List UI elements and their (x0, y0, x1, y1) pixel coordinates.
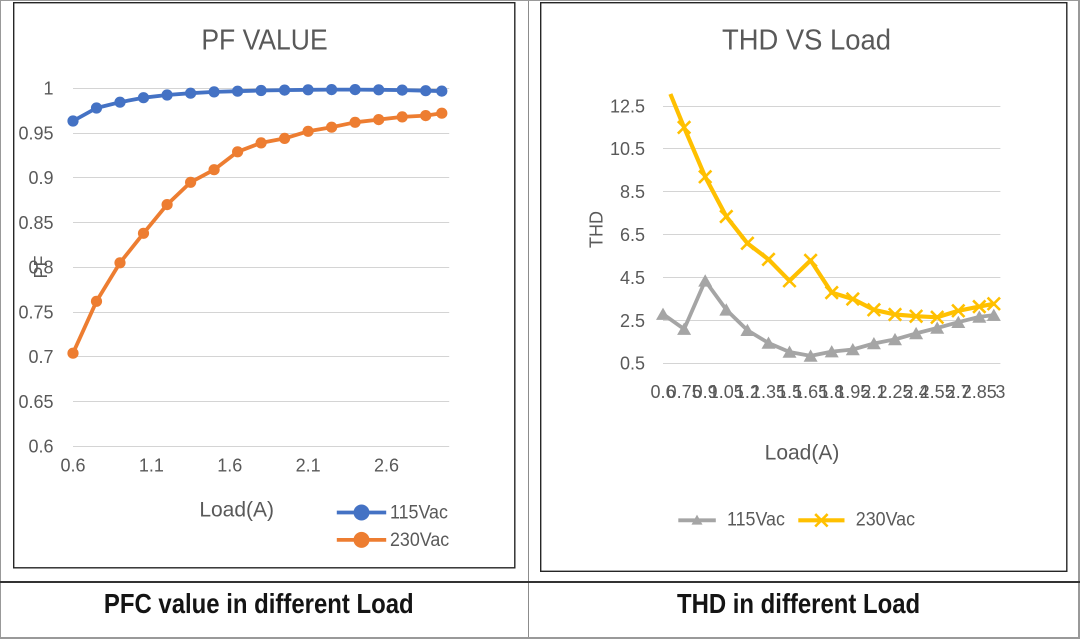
svg-text:0.75: 0.75 (667, 382, 702, 402)
svg-text:1.95: 1.95 (835, 382, 870, 402)
svg-text:12.5: 12.5 (610, 96, 645, 116)
svg-text:1.5: 1.5 (777, 382, 802, 402)
svg-text:0.65: 0.65 (18, 392, 53, 412)
svg-text:Load(A): Load(A) (765, 442, 840, 465)
svg-text:2.5: 2.5 (620, 311, 645, 331)
svg-text:2.85: 2.85 (962, 382, 997, 402)
svg-text:115Vac: 115Vac (727, 508, 785, 530)
svg-text:4.5: 4.5 (620, 268, 645, 288)
svg-text:0.8: 0.8 (28, 258, 53, 278)
svg-text:1.2: 1.2 (735, 382, 760, 402)
svg-text:2.25: 2.25 (877, 382, 912, 402)
svg-text:1.05: 1.05 (709, 382, 744, 402)
svg-text:2.4: 2.4 (904, 382, 929, 402)
svg-text:2.6: 2.6 (374, 456, 399, 476)
svg-text:1.65: 1.65 (793, 382, 828, 402)
svg-text:115Vac: 115Vac (390, 501, 448, 523)
svg-text:2.1: 2.1 (296, 456, 321, 476)
svg-text:THD: THD (587, 211, 607, 248)
svg-text:PF VALUE: PF VALUE (201, 23, 327, 55)
svg-text:6.5: 6.5 (620, 225, 645, 245)
svg-text:2.1: 2.1 (861, 382, 886, 402)
svg-text:Load(A): Load(A) (199, 499, 274, 522)
svg-text:0.95: 0.95 (18, 123, 53, 143)
svg-text:1.1: 1.1 (139, 456, 164, 476)
svg-text:0.5: 0.5 (620, 354, 645, 374)
svg-text:0.9: 0.9 (693, 382, 718, 402)
svg-text:1.6: 1.6 (217, 456, 242, 476)
svg-text:3: 3 (995, 382, 1005, 402)
svg-text:2.7: 2.7 (946, 382, 971, 402)
svg-text:PF: PF (31, 255, 51, 278)
svg-text:THD VS Load: THD VS Load (722, 23, 891, 56)
svg-text:230Vac: 230Vac (856, 508, 915, 530)
svg-text:0.85: 0.85 (18, 213, 53, 233)
svg-text:0.6: 0.6 (28, 437, 53, 457)
svg-text:1: 1 (43, 79, 53, 99)
svg-text:1.8: 1.8 (819, 382, 844, 402)
svg-text:0.7: 0.7 (28, 347, 53, 367)
svg-text:8.5: 8.5 (620, 182, 645, 202)
svg-text:2.55: 2.55 (920, 382, 955, 402)
svg-text:0.6: 0.6 (60, 456, 85, 476)
svg-text:0.9: 0.9 (28, 168, 53, 188)
svg-text:1.35: 1.35 (751, 382, 786, 402)
svg-text:230Vac: 230Vac (390, 529, 449, 551)
svg-text:10.5: 10.5 (610, 139, 645, 159)
svg-text:0.75: 0.75 (18, 302, 53, 322)
svg-text:0.6: 0.6 (650, 382, 675, 402)
